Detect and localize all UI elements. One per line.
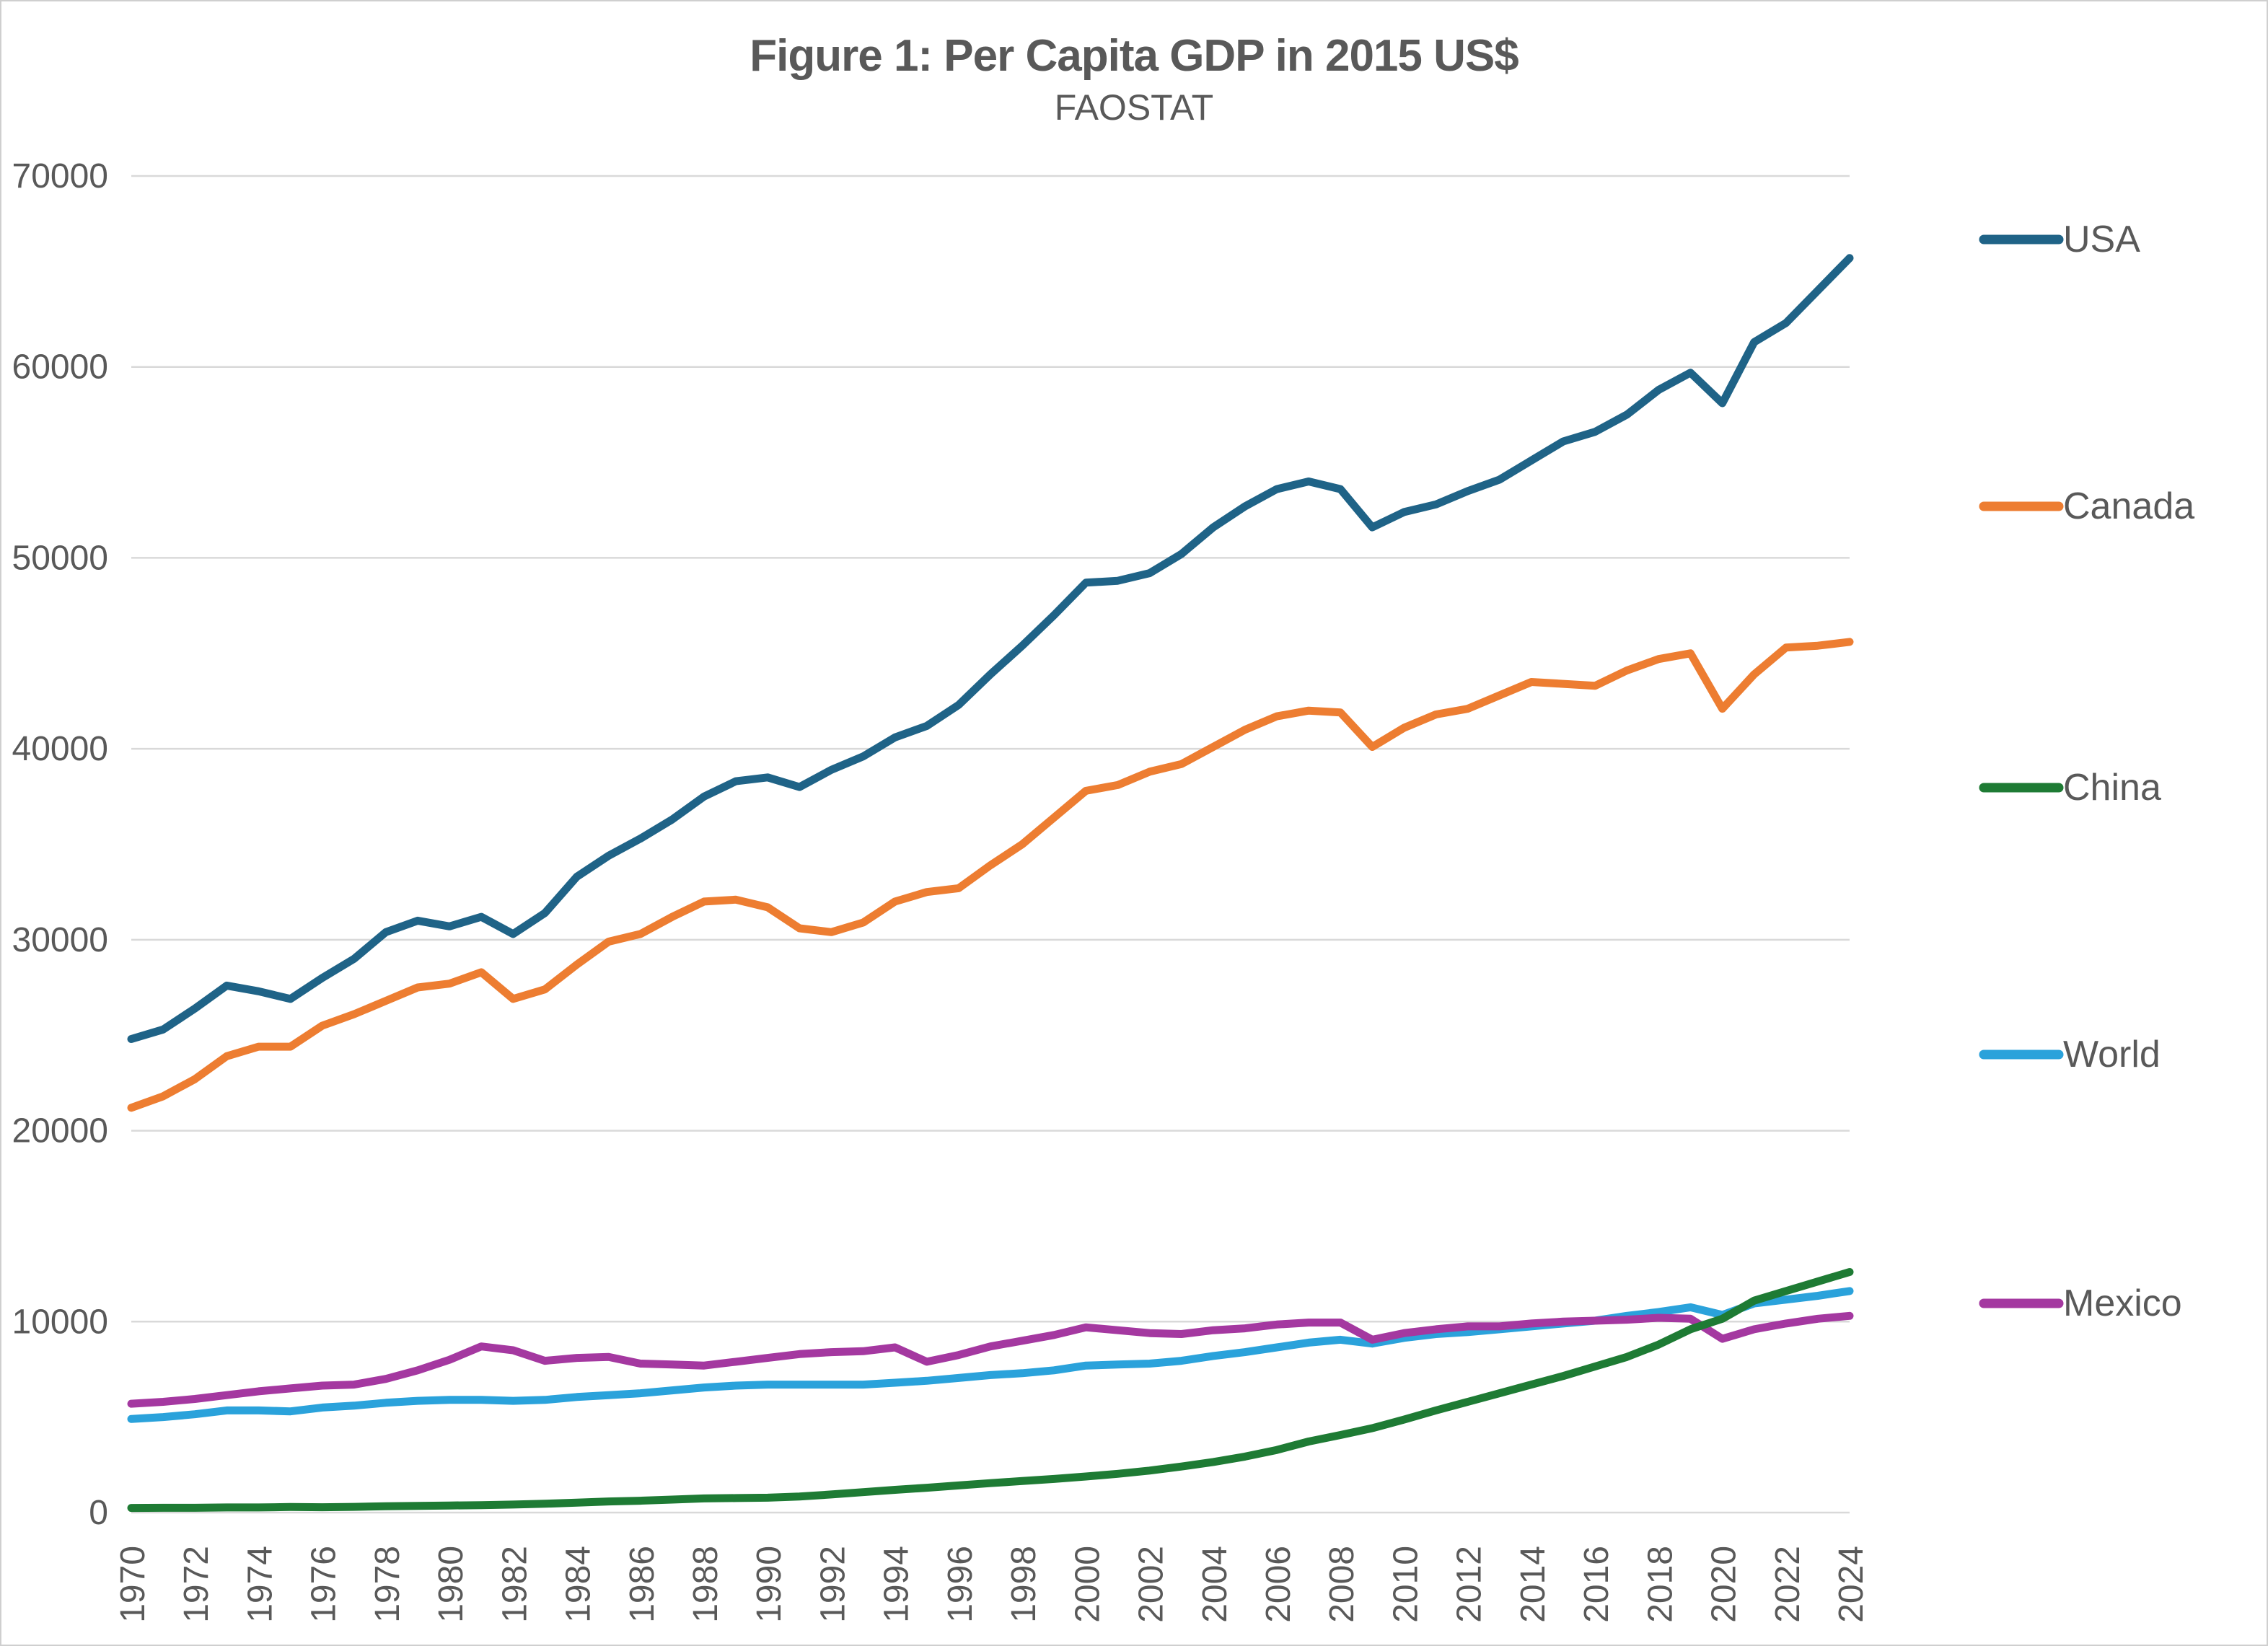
x-axis-label: 1988 — [687, 1546, 725, 1623]
x-axis-label: 2004 — [1196, 1546, 1234, 1623]
legend-label-canada: Canada — [2063, 485, 2194, 527]
x-axis-label: 2024 — [1832, 1546, 1871, 1623]
legend-label-china: China — [2063, 767, 2161, 809]
x-axis-label: 1996 — [941, 1546, 980, 1623]
y-axis-label: 50000 — [12, 539, 108, 577]
y-axis-label: 0 — [89, 1494, 108, 1532]
x-axis-label: 2014 — [1514, 1546, 1552, 1623]
x-axis-label: 2012 — [1451, 1546, 1489, 1623]
x-axis-label: 1982 — [496, 1546, 534, 1623]
x-axis-label: 2000 — [1068, 1546, 1107, 1623]
x-axis-label: 2008 — [1323, 1546, 1361, 1623]
chart-subtitle: FAOSTAT — [1054, 87, 1214, 128]
y-axis-label: 40000 — [12, 730, 108, 768]
legend-label-world: World — [2063, 1034, 2161, 1075]
canada-line — [127, 638, 1854, 1112]
x-axis-label: 2022 — [1769, 1546, 1807, 1623]
x-axis-label: 1994 — [878, 1546, 916, 1623]
y-axis-label: 20000 — [12, 1112, 108, 1150]
china-line — [127, 1268, 1854, 1513]
x-axis-label: 1986 — [623, 1546, 662, 1623]
y-axis-label: 60000 — [12, 348, 108, 387]
chart-title: Figure 1: Per Capita GDP in 2015 US$ — [750, 31, 1518, 81]
mexico-line — [127, 1311, 1854, 1408]
x-axis-label: 1980 — [432, 1546, 470, 1623]
x-axis-label: 2002 — [1133, 1546, 1171, 1623]
x-axis-label: 2020 — [1705, 1546, 1744, 1623]
x-axis-label: 1998 — [1005, 1546, 1043, 1623]
x-axis-label: 1992 — [814, 1546, 852, 1623]
y-axis-label: 70000 — [12, 157, 108, 195]
y-axis-label: 30000 — [12, 921, 108, 959]
x-axis-label: 1990 — [750, 1546, 788, 1623]
x-axis-label: 1972 — [177, 1546, 216, 1623]
x-axis-label: 2018 — [1641, 1546, 1679, 1623]
world-line — [127, 1287, 1854, 1423]
x-axis-label: 1984 — [560, 1546, 598, 1623]
x-axis-label: 2016 — [1578, 1546, 1616, 1623]
x-axis-label: 1974 — [241, 1546, 279, 1623]
x-axis-label: 2006 — [1260, 1546, 1298, 1623]
legend-label-usa: USA — [2063, 219, 2140, 260]
y-axis-label: 10000 — [12, 1303, 108, 1341]
x-axis-label: 1978 — [369, 1546, 407, 1623]
legend-label-mexico: Mexico — [2063, 1282, 2182, 1324]
x-axis-label: 1976 — [305, 1546, 343, 1623]
x-axis-label: 2010 — [1386, 1546, 1425, 1623]
x-axis-label: 1970 — [114, 1546, 152, 1623]
usa-line — [127, 254, 1854, 1043]
